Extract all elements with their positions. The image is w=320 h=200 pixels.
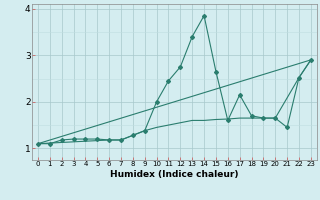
X-axis label: Humidex (Indice chaleur): Humidex (Indice chaleur)	[110, 170, 239, 179]
